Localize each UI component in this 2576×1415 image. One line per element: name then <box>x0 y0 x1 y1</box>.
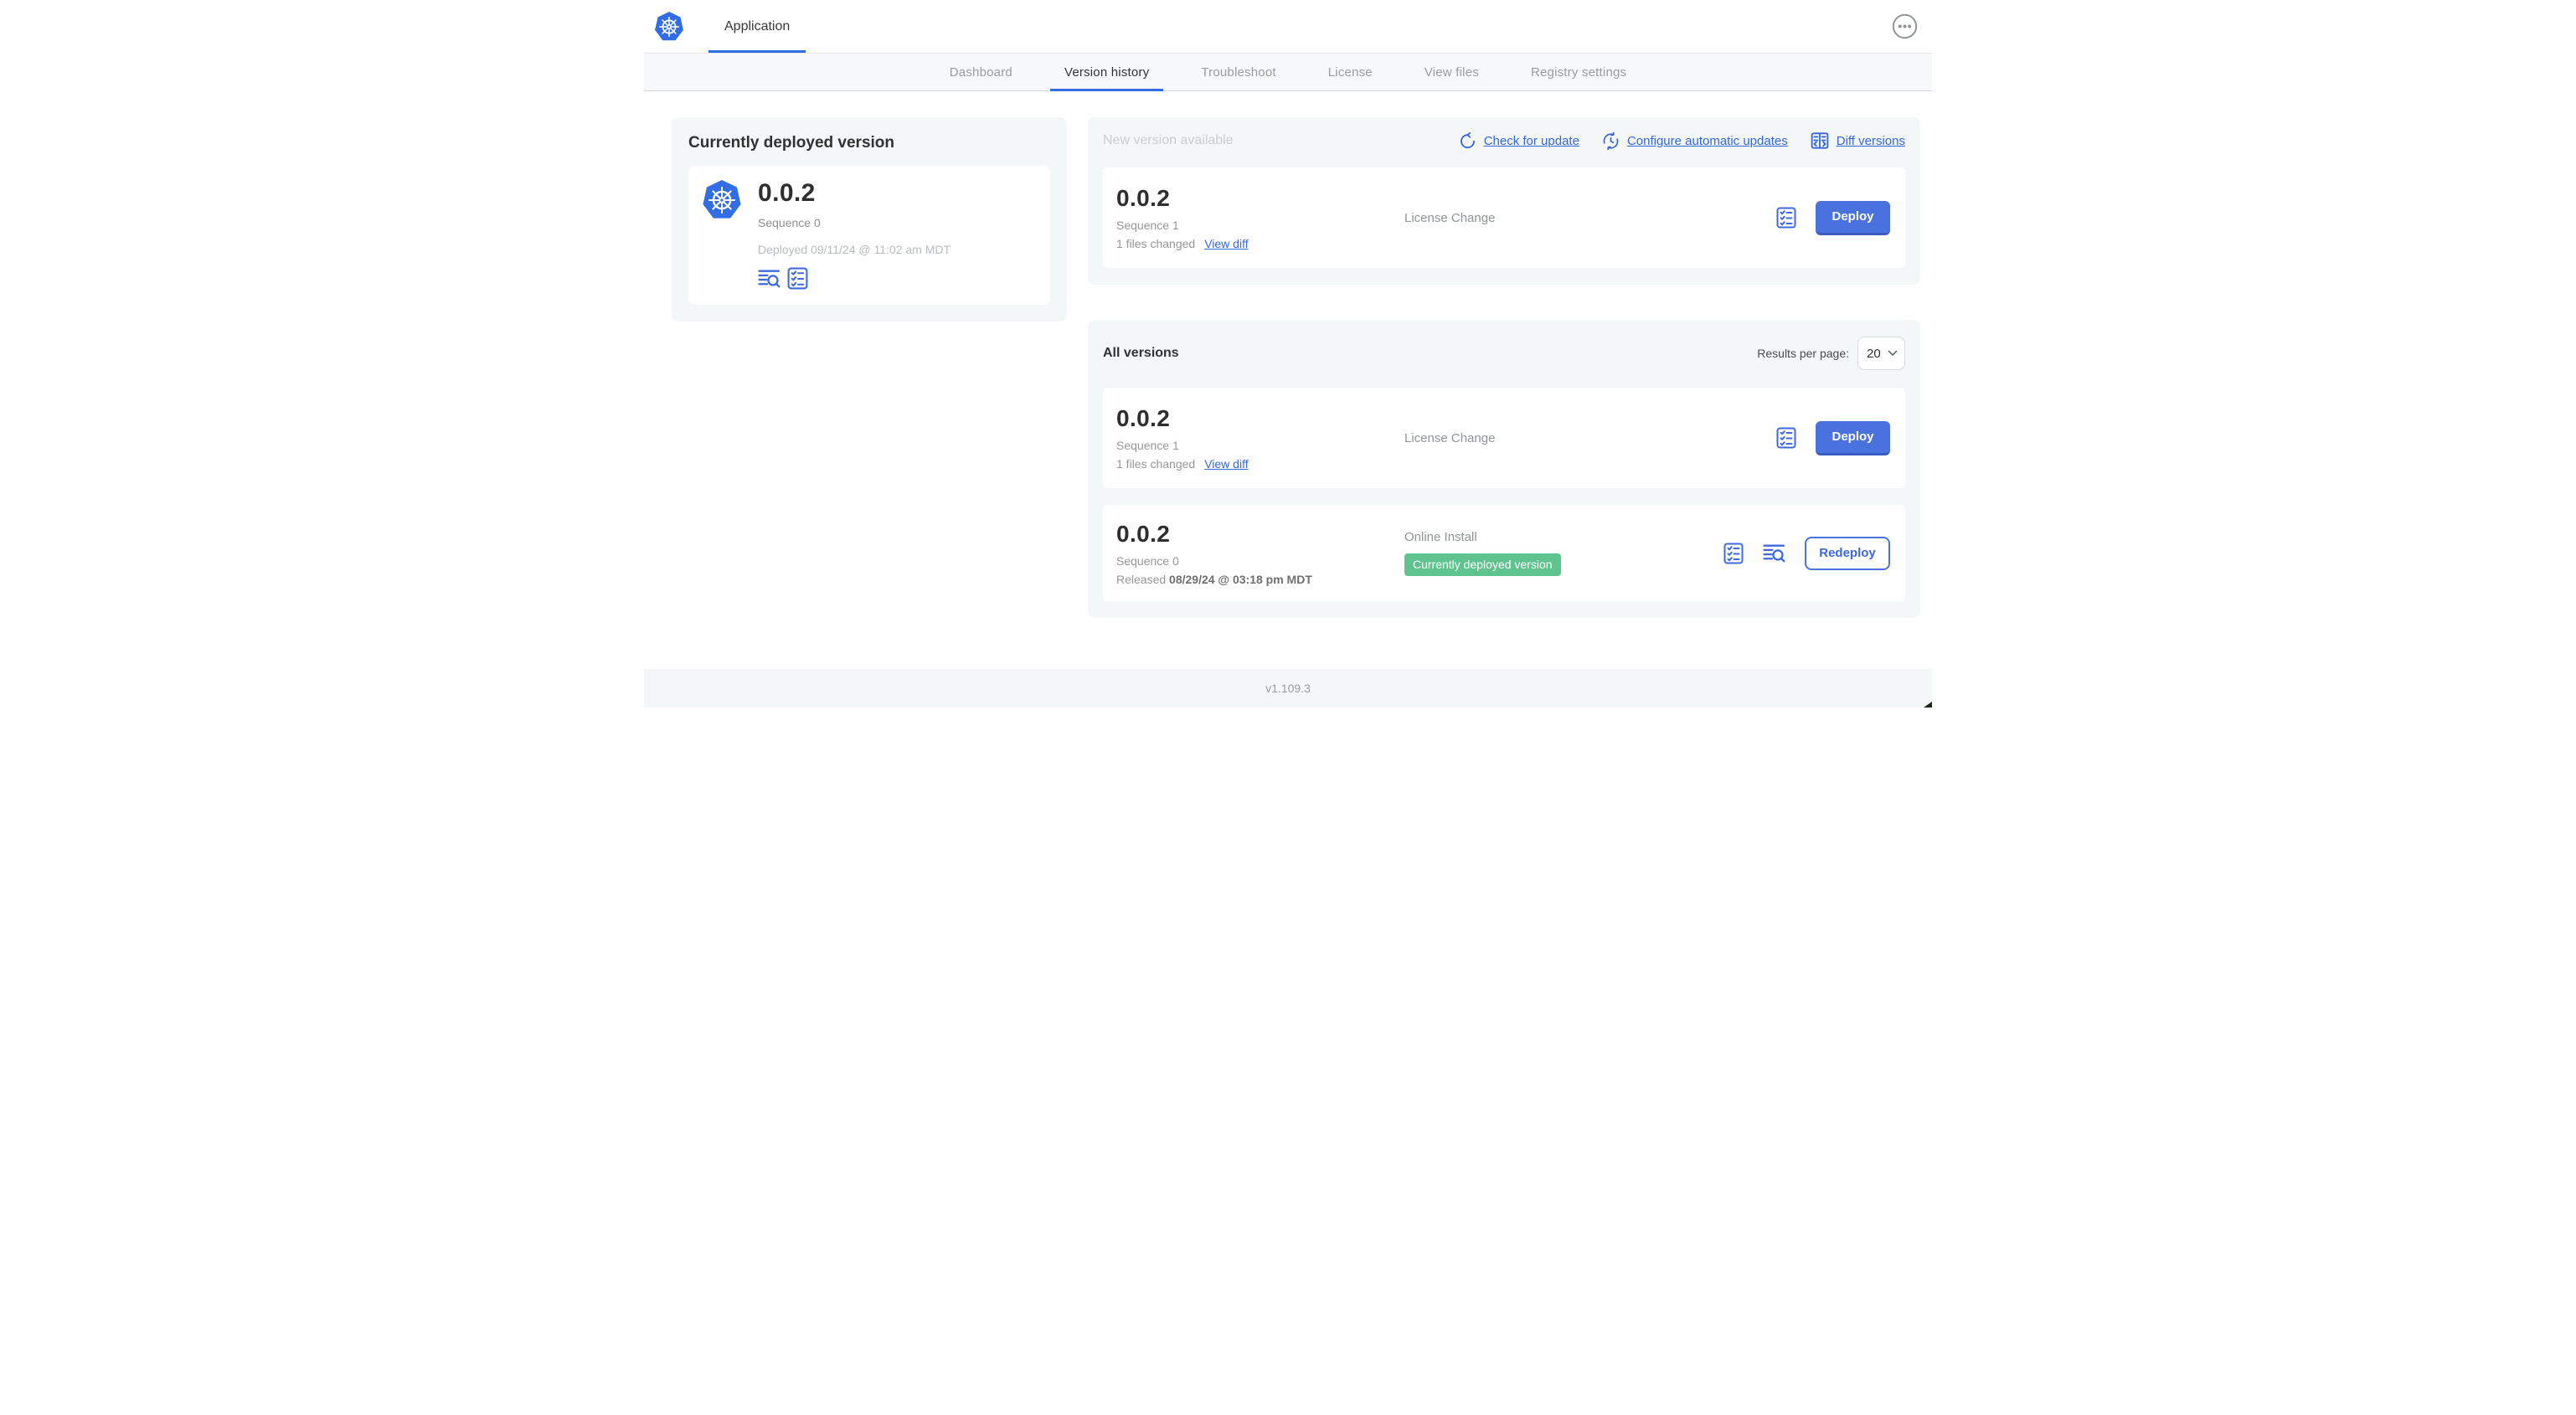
released-timestamp: Released 08/29/24 @ 03:18 pm MDT <box>1116 572 1312 586</box>
all-versions-title: All versions <box>1103 346 1179 360</box>
view-diff-link[interactable]: View diff <box>1204 457 1249 471</box>
refresh-icon <box>1459 131 1476 150</box>
files-changed-label: 1 files changed <box>1116 457 1196 471</box>
right-column: New version available Check for update <box>1088 117 1920 618</box>
view-diff-link[interactable]: View diff <box>1204 237 1249 250</box>
preflight-checklist-icon[interactable] <box>787 267 808 290</box>
version-number: 0.0.2 <box>1116 520 1171 547</box>
diff-icon <box>1811 131 1829 150</box>
currently-deployed-badge: Currently deployed version <box>1404 553 1561 576</box>
version-row-sequence-1: 0.0.2 Sequence 1 1 files changed View di… <box>1103 388 1905 488</box>
tab-application[interactable]: Application <box>708 0 806 53</box>
tab-registry-settings[interactable]: Registry settings <box>1530 64 1627 80</box>
overflow-menu-icon <box>1892 13 1918 39</box>
app-header: Application <box>644 0 1932 53</box>
results-per-page-label: Results per page: <box>1757 347 1849 360</box>
tab-license[interactable]: License <box>1327 64 1373 80</box>
results-per-page-select[interactable]: 20 <box>1857 337 1905 370</box>
all-versions-panel: All versions Results per page: 20 <box>1088 320 1920 618</box>
diff-versions-link[interactable]: Diff versions <box>1811 131 1905 150</box>
deployed-version-card: 0.0.2 Sequence 0 Deployed 09/11/24 @ 11:… <box>688 166 1050 305</box>
chevron-down-icon <box>1888 350 1898 357</box>
update-actions: Check for update Configur <box>1459 131 1905 150</box>
tab-version-history[interactable]: Version history <box>1038 54 1175 91</box>
deployed-action-icons <box>758 267 951 290</box>
preflight-checklist-icon[interactable] <box>1723 543 1744 564</box>
cursor-artifact <box>1924 702 1932 708</box>
check-for-update-link[interactable]: Check for update <box>1459 131 1579 150</box>
version-sequence: Sequence 1 <box>1116 219 1179 232</box>
main-content: Currently deployed version 0.0 <box>644 91 1932 638</box>
currently-deployed-panel: Currently deployed version 0.0 <box>672 117 1067 322</box>
deployed-timestamp: Deployed 09/11/24 @ 11:02 am MDT <box>758 243 951 256</box>
version-number: 0.0.2 <box>1116 405 1171 431</box>
preflight-checklist-icon[interactable] <box>1776 427 1796 449</box>
deploy-button[interactable]: Deploy <box>1816 420 1890 455</box>
deployed-sequence-label: Sequence 0 <box>758 216 821 229</box>
new-version-row: 0.0.2 Sequence 1 1 files changed View di… <box>1103 167 1905 268</box>
view-logs-icon[interactable] <box>1763 542 1785 564</box>
change-type-label: License Change <box>1404 430 1496 445</box>
tab-view-files[interactable]: View files <box>1424 64 1479 80</box>
new-version-title: New version available <box>1103 133 1234 147</box>
currently-deployed-title: Currently deployed version <box>688 134 895 152</box>
change-type-label: License Change <box>1404 210 1496 225</box>
results-per-page: Results per page: 20 <box>1757 337 1905 370</box>
kubernetes-logo-icon <box>654 11 684 43</box>
version-sequence: Sequence 1 <box>1116 439 1179 452</box>
console-version-label: v1.109.3 <box>1265 682 1311 695</box>
files-changed-label: 1 files changed <box>1116 237 1196 250</box>
view-logs-icon[interactable] <box>758 267 781 290</box>
kubernetes-app-icon <box>702 179 742 221</box>
configure-automatic-updates-link[interactable]: Configure automatic updates <box>1602 131 1788 150</box>
app-footer: v1.109.3 <box>644 669 1932 708</box>
install-source-label: Online Install <box>1404 530 1477 544</box>
version-row-sequence-0: 0.0.2 Sequence 0 Released 08/29/24 @ 03:… <box>1103 505 1905 601</box>
version-sequence: Sequence 0 <box>1116 553 1179 568</box>
schedule-update-icon <box>1602 131 1620 150</box>
app-title: Application <box>724 18 791 33</box>
preflight-checklist-icon[interactable] <box>1776 207 1796 229</box>
tab-troubleshoot[interactable]: Troubleshoot <box>1201 64 1276 80</box>
tab-dashboard[interactable]: Dashboard <box>949 64 1012 80</box>
version-number: 0.0.2 <box>1116 185 1171 211</box>
sub-nav: Dashboard Version history Troubleshoot L… <box>644 53 1932 91</box>
deployed-version-number: 0.0.2 <box>758 179 816 207</box>
new-version-panel: New version available Check for update <box>1088 117 1920 285</box>
overflow-menu-button[interactable] <box>1892 13 1918 39</box>
deploy-button[interactable]: Deploy <box>1816 200 1890 235</box>
redeploy-button[interactable]: Redeploy <box>1805 536 1890 570</box>
